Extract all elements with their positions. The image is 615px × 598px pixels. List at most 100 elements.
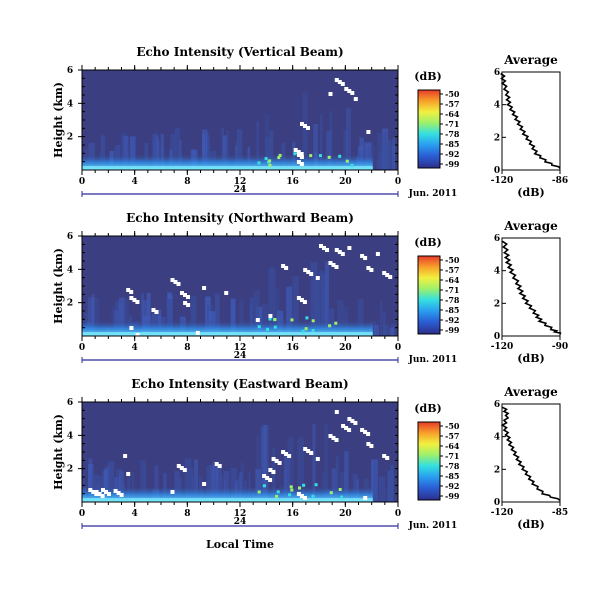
echo-plume [388, 145, 396, 170]
missing-data-speckles [88, 410, 390, 500]
bright-spot [277, 156, 281, 160]
missing-data-cell [299, 152, 304, 156]
missing-data-cell [385, 273, 390, 277]
echo-plume [255, 469, 261, 502]
missing-data-cell [353, 421, 358, 425]
average-x-tick-label: -86 [552, 176, 568, 186]
y-axis-label: Height (km) [52, 82, 65, 158]
missing-data-cell [347, 246, 352, 250]
missing-data-cell [299, 155, 304, 159]
echo-plume [344, 451, 349, 502]
echo-plume [206, 465, 210, 502]
bright-spot [328, 324, 332, 328]
bright-spot [257, 161, 261, 165]
echo-plume [264, 424, 269, 502]
average-profile-line [500, 72, 561, 169]
echo-plume [382, 312, 386, 336]
average-x-tick-label: -120 [491, 342, 514, 352]
missing-data-cell [319, 244, 323, 248]
average-y-tick-label: 6 [494, 234, 500, 244]
bright-spot [289, 485, 293, 489]
date-label: Jun. 2011 [408, 521, 458, 531]
echo-plume [91, 294, 95, 336]
echo-plume [146, 292, 151, 336]
echo-plume [324, 424, 328, 502]
echo-plume [230, 298, 236, 336]
echo-plume [140, 293, 145, 336]
missing-data-cell [334, 78, 339, 82]
bright-spot [268, 163, 272, 167]
colorbar-tick-label: -78 [445, 129, 460, 139]
x-tick-label: 0 [395, 177, 401, 187]
colorbar-unit: (dB) [414, 70, 441, 83]
missing-data-cell [284, 266, 289, 270]
missing-data-cell [195, 331, 200, 335]
echo-plume [202, 133, 205, 170]
colorbar-unit: (dB) [414, 236, 441, 249]
echo-plume [91, 467, 95, 502]
bright-spot [340, 495, 344, 499]
colorbar-tick-label: -50 [445, 89, 460, 99]
missing-data-cell [126, 472, 131, 476]
colorbar-tick-label: -71 [445, 285, 459, 295]
bright-spot [301, 329, 305, 333]
echo-plume [123, 298, 129, 336]
missing-data-cell [296, 296, 301, 300]
missing-data-cell [340, 82, 345, 86]
missing-data-cell [350, 419, 355, 423]
echo-plume [260, 427, 265, 502]
x-tick-label: 4 [132, 343, 138, 353]
average-y-tick-label: 6 [494, 68, 500, 78]
echo-plume [226, 130, 229, 170]
echo-plume [321, 292, 326, 336]
missing-data-cell [347, 428, 352, 432]
x-tick-label: 20 [339, 177, 352, 187]
missing-data-cell [281, 450, 286, 454]
echo-plume [326, 131, 332, 170]
echo-plume [265, 137, 271, 170]
missing-data-cell [224, 291, 229, 295]
echo-plume [262, 424, 267, 502]
echo-plume [88, 458, 93, 502]
average-title: Average [503, 219, 558, 233]
echo-plume [312, 423, 316, 502]
echo-plume [318, 302, 321, 336]
bright-spot [311, 319, 315, 323]
colorbar-unit: (dB) [414, 402, 441, 415]
bright-spot [304, 327, 308, 331]
x-tick-label: 0 [79, 343, 85, 353]
missing-data-cell [299, 298, 304, 302]
bright-spot [257, 325, 261, 329]
echo-plume [230, 468, 237, 502]
x-tick-label: 0 [395, 509, 401, 519]
missing-data-cell [176, 282, 181, 286]
echo-plume [249, 297, 254, 336]
colorbar-tick-label: -92 [445, 149, 459, 159]
missing-data-cell [353, 97, 358, 101]
echo-plume [240, 462, 245, 502]
missing-data-cell [173, 280, 178, 284]
average-profile-line [500, 406, 561, 502]
average-x-tick-label: -90 [552, 342, 568, 352]
average-frame [501, 237, 561, 337]
missing-data-cell [170, 490, 175, 494]
echo-plume [209, 465, 215, 502]
missing-data-cell [97, 492, 102, 496]
echo-plume [380, 133, 388, 170]
bright-spot [293, 152, 297, 156]
bright-spot [262, 484, 266, 488]
y-tick-label: 2 [67, 299, 73, 309]
day-label: 24 [234, 351, 247, 361]
average-y-tick-label: 0 [494, 332, 500, 342]
bright-spot [311, 329, 315, 332]
echo-plume [358, 136, 362, 170]
missing-data-cell [268, 314, 273, 318]
missing-data-cell [299, 162, 304, 166]
missing-data-cell [186, 303, 191, 307]
bright-spot [334, 321, 338, 325]
x-tick-label: 12 [234, 509, 247, 519]
missing-data-cell [180, 291, 184, 295]
echo-plume [140, 460, 146, 502]
bright-spot [314, 483, 318, 487]
colorbar [417, 255, 441, 335]
